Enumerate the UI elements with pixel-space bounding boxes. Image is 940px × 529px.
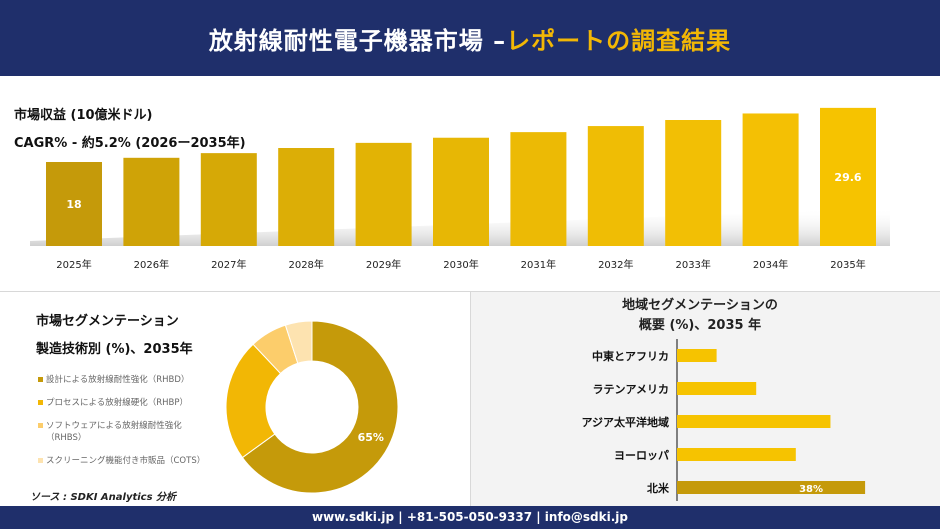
cagr-label: CAGR% - 約5.2% (2026ー2035年) <box>14 136 246 151</box>
x-tick-label: 2032年 <box>598 258 633 271</box>
legend-swatch <box>38 458 43 463</box>
donut-legend: 設計による放射線耐性強化（RHBD） プロセスによる放射線硬化（RHBP） ソフトウ… <box>38 374 208 478</box>
donut-slice <box>225 343 282 459</box>
x-tick-label: 2027年 <box>211 258 246 271</box>
bar-2032年 <box>587 126 644 246</box>
bar-value-label: 29.6 <box>834 171 861 184</box>
contact-footer: www.sdki.jp | +81-505-050-9337 | info@sd… <box>0 506 940 529</box>
legend-label: スクリーニング機能付き市販品（COTS） <box>46 456 206 466</box>
x-tick-label: 2033年 <box>675 258 710 271</box>
bar-2033年 <box>665 120 722 246</box>
region-title-line2: 概要 (%)、2035 年 <box>638 318 762 333</box>
revenue-label: 市場収益 (10億米ドル) <box>14 108 153 123</box>
legend-swatch <box>38 377 43 382</box>
region-bar <box>677 382 757 395</box>
region-label: アジア太平洋地域 <box>581 415 669 429</box>
x-tick-label: 2035年 <box>830 258 865 271</box>
bar-2034年 <box>742 113 799 246</box>
legend-item: 設計による放射線耐性強化（RHBD） <box>38 374 208 386</box>
donut-slice <box>284 320 313 364</box>
bar-value-label: 18 <box>66 198 81 211</box>
x-tick-label: 2031年 <box>521 258 556 271</box>
bar-2025年 <box>46 162 102 246</box>
region-panel <box>471 292 940 506</box>
x-tick-label: 2030年 <box>443 258 478 271</box>
legend-swatch <box>38 400 43 405</box>
region-title-line1: 地域セグメンテーションの <box>622 298 778 313</box>
bar-2026年 <box>123 157 180 246</box>
x-tick-label: 2029年 <box>366 258 401 271</box>
legend-item: スクリーニング機能付き市販品（COTS） <box>38 455 208 467</box>
x-tick-label: 2026年 <box>134 258 169 271</box>
region-bar <box>677 481 866 494</box>
title-main: 放射線耐性電子機器市場 – <box>208 26 507 55</box>
region-label: 中東とアフリカ <box>592 349 669 363</box>
bar-2029年 <box>355 142 412 246</box>
x-tick-label: 2025年 <box>56 258 91 271</box>
bar-2028年 <box>278 148 335 246</box>
bar-2027年 <box>200 153 257 246</box>
bar-2035年 <box>820 107 876 246</box>
section-divider <box>0 291 940 292</box>
region-label: ヨーロッパ <box>614 449 669 462</box>
region-label: 北米 <box>647 481 670 495</box>
segmentation-title: 市場セグメンテーション <box>36 314 179 329</box>
x-tick-label: 2034年 <box>753 258 788 271</box>
region-bar <box>677 448 796 461</box>
legend-swatch <box>38 423 43 428</box>
donut-value-label: 65% <box>358 431 384 444</box>
market-revenue-bar-chart: 2025年 18 2026年 2027年 2028年 2029年 2030年 2031年 203… <box>30 107 890 271</box>
source-note: ソース : SDKI Analytics 分析 <box>30 492 177 503</box>
panel-divider <box>470 292 471 506</box>
region-label: ラテンアメリカ <box>593 383 669 396</box>
donut-slice <box>241 320 399 494</box>
bar-2030年 <box>433 137 489 246</box>
region-bar <box>677 415 831 428</box>
legend-label: プロセスによる放射線硬化（RHBP） <box>46 398 189 408</box>
report-title: 放射線耐性電子機器市場 –レポートの調査結果 <box>209 21 731 56</box>
x-tick-label: 2028年 <box>288 258 323 271</box>
bar-2031年 <box>510 132 567 246</box>
region-value-label: 38% <box>799 484 823 495</box>
legend-item: プロセスによる放射線硬化（RHBP） <box>38 397 208 409</box>
legend-label: ソフトウェアによる放射線耐性強化（RHBS） <box>46 421 182 443</box>
report-header: 放射線耐性電子機器市場 –レポートの調査結果 <box>0 0 940 76</box>
legend-item: ソフトウェアによる放射線耐性強化（RHBS） <box>38 420 208 444</box>
segmentation-subtitle: 製造技術別 (%)、2035年 <box>36 342 193 357</box>
region-title: 地域セグメンテーションの 概要 (%)、2035 年 <box>540 296 860 336</box>
technology-donut-chart: 65% <box>225 320 399 494</box>
title-accent: レポートの調査結果 <box>506 26 732 55</box>
region-bar <box>677 349 717 362</box>
legend-label: 設計による放射線耐性強化（RHBD） <box>46 375 190 385</box>
